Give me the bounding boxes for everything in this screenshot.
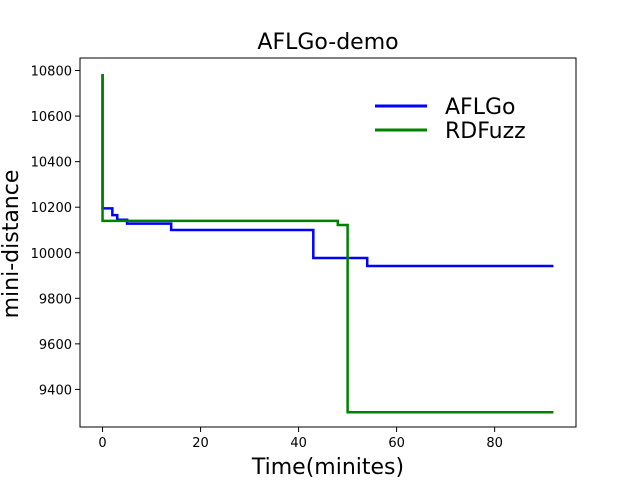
x-tick-label: 80 <box>486 436 503 451</box>
plot-frame <box>80 58 576 427</box>
y-tick-label: 9800 <box>39 292 72 307</box>
x-tick-label: 0 <box>98 436 106 451</box>
x-tick-label: 20 <box>192 436 209 451</box>
y-tick-label: 9600 <box>39 338 72 353</box>
x-axis: 0 20 40 60 80 <box>98 427 503 451</box>
x-tick-label: 40 <box>290 436 307 451</box>
legend-label-rdfuzz: RDFuzz <box>445 119 526 144</box>
legend-label-aflgo: AFLGo <box>445 95 515 120</box>
y-axis: 9400 9600 9800 10000 10200 10400 10600 10800 <box>31 65 80 398</box>
x-tick-label: 60 <box>388 436 405 451</box>
series-layer <box>101 73 554 414</box>
y-tick-label: 10600 <box>31 110 72 125</box>
y-tick-label: 10000 <box>31 247 72 262</box>
y-tick-label: 10800 <box>31 65 72 80</box>
y-tick-label: 10200 <box>31 201 72 216</box>
plot-area <box>79 57 577 428</box>
series-line-aflgo <box>101 73 554 268</box>
y-tick-label: 9400 <box>39 383 72 398</box>
y-tick-label: 10400 <box>31 156 72 171</box>
y-axis-label: mini-distance <box>0 170 24 319</box>
plot-border <box>79 57 577 428</box>
x-axis-label: Time(minites) <box>251 455 404 480</box>
series-line-rdfuzz <box>101 73 554 414</box>
chart-title: AFLGo-demo <box>257 30 398 55</box>
